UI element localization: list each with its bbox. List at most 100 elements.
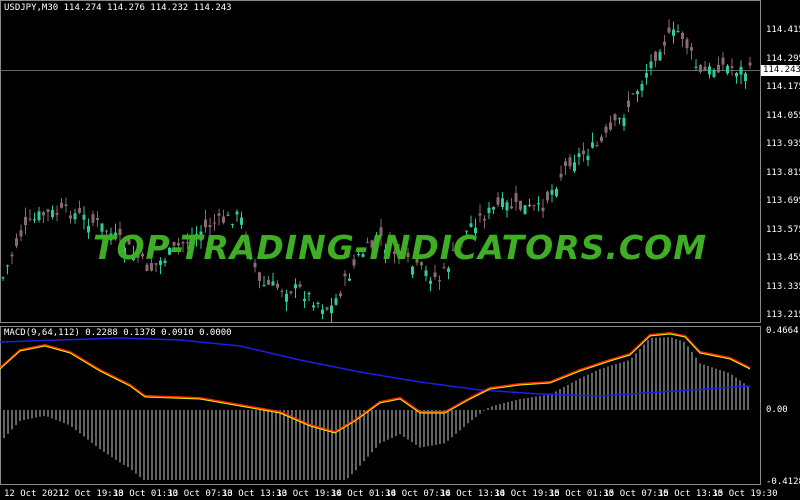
candle-body <box>60 202 63 208</box>
time-tick: 13 Oct 19:30 <box>276 489 342 499</box>
candle-body <box>46 209 50 213</box>
candle-body <box>163 260 167 264</box>
candle-body <box>204 219 207 228</box>
candle-body <box>645 73 648 78</box>
time-tick: 14 Oct 13:30 <box>440 489 506 499</box>
candle-body <box>685 39 689 49</box>
candle-body <box>595 145 599 147</box>
time-tick: 13 Oct 07:30 <box>167 489 233 499</box>
candle-body <box>235 211 239 215</box>
candle-body <box>127 236 131 245</box>
candle-body <box>280 290 284 292</box>
candle-body <box>424 270 428 277</box>
candle-body <box>195 233 198 238</box>
candle-body <box>600 136 603 142</box>
candle-body <box>375 241 378 245</box>
price-tick: 113.575 <box>766 224 800 235</box>
candle-body <box>154 263 158 265</box>
candle-body <box>100 223 104 232</box>
candle-body <box>550 190 554 195</box>
watermark: TOP-TRADING-INDICATORS.COM <box>92 228 708 267</box>
candle-body <box>249 257 252 259</box>
time-tick: 15 Oct 07:30 <box>603 489 669 499</box>
candle-body <box>37 211 41 221</box>
candle-body <box>298 284 302 287</box>
time-tick: 13 Oct 13:30 <box>222 489 288 499</box>
time-tick: 12 Oct 2021 <box>4 489 64 499</box>
candle-body <box>51 210 54 218</box>
candle-body <box>559 173 563 178</box>
candle-body <box>568 157 572 167</box>
candle-body <box>703 66 707 72</box>
time-tick: 15 Oct 19:30 <box>712 489 778 499</box>
candle-body <box>649 61 653 69</box>
candles-group <box>1 19 752 323</box>
candle-body <box>42 212 45 216</box>
candle-body <box>312 305 315 308</box>
price-tick: 114.295 <box>766 53 800 64</box>
candle-body <box>415 256 419 263</box>
candle-body <box>6 265 9 267</box>
candle-body <box>487 207 491 214</box>
candle-body <box>330 305 333 314</box>
candle-body <box>87 225 90 233</box>
candle-body <box>640 83 644 91</box>
time-tick: 14 Oct 19:30 <box>494 489 560 499</box>
candle-body <box>294 284 297 289</box>
candle-body <box>429 280 432 284</box>
candle-body <box>73 213 77 220</box>
time-tick: 13 Oct 01:30 <box>113 489 179 499</box>
candle-body <box>186 242 189 244</box>
candle-body <box>226 214 230 216</box>
candle-body <box>114 232 117 238</box>
candle-body <box>78 208 81 213</box>
candle-body <box>357 254 360 256</box>
macd-signal-line <box>0 337 751 397</box>
candle-body <box>343 273 347 277</box>
candle-body <box>82 214 86 220</box>
candle-body <box>253 262 257 268</box>
candle-body <box>447 268 450 272</box>
candle-body <box>145 264 149 272</box>
candle-body <box>303 298 306 302</box>
candle-body <box>91 214 95 223</box>
candle-body <box>307 292 311 295</box>
price-tick: 114.415 <box>766 25 800 35</box>
candle-body <box>519 200 522 210</box>
candle-body <box>717 64 720 73</box>
price-tick: 113.455 <box>766 253 800 263</box>
candle-body <box>123 247 126 255</box>
candle-body <box>19 230 23 237</box>
candle-body <box>105 230 108 232</box>
candle-body <box>528 204 531 207</box>
candle-body <box>262 284 266 286</box>
candle-body <box>24 216 27 225</box>
candle-body <box>379 227 383 237</box>
candle-body <box>316 302 320 304</box>
candle-body <box>393 251 396 254</box>
candle-body <box>469 223 473 227</box>
candle-body <box>604 126 608 133</box>
candle-body <box>577 153 581 158</box>
time-tick: 14 Oct 07:30 <box>385 489 451 499</box>
candle-body <box>64 204 68 207</box>
price-tick: 113.935 <box>766 139 800 149</box>
candle-body <box>55 212 59 215</box>
candle-body <box>730 66 734 68</box>
candle-body <box>442 267 446 269</box>
candle-body <box>217 213 221 216</box>
candle-body <box>118 228 122 236</box>
candle-body <box>573 162 576 172</box>
candle-body <box>172 242 176 246</box>
candle-body <box>523 205 527 215</box>
candle-body <box>726 65 729 74</box>
candle-body <box>352 259 356 266</box>
time-tick: 15 Oct 13:30 <box>658 489 724 499</box>
candle-body <box>690 47 693 51</box>
candle-body <box>699 65 702 72</box>
candle-body <box>348 278 351 281</box>
candle-body <box>735 72 738 77</box>
macd-yellow-line <box>0 333 751 434</box>
candle-body <box>208 225 212 228</box>
